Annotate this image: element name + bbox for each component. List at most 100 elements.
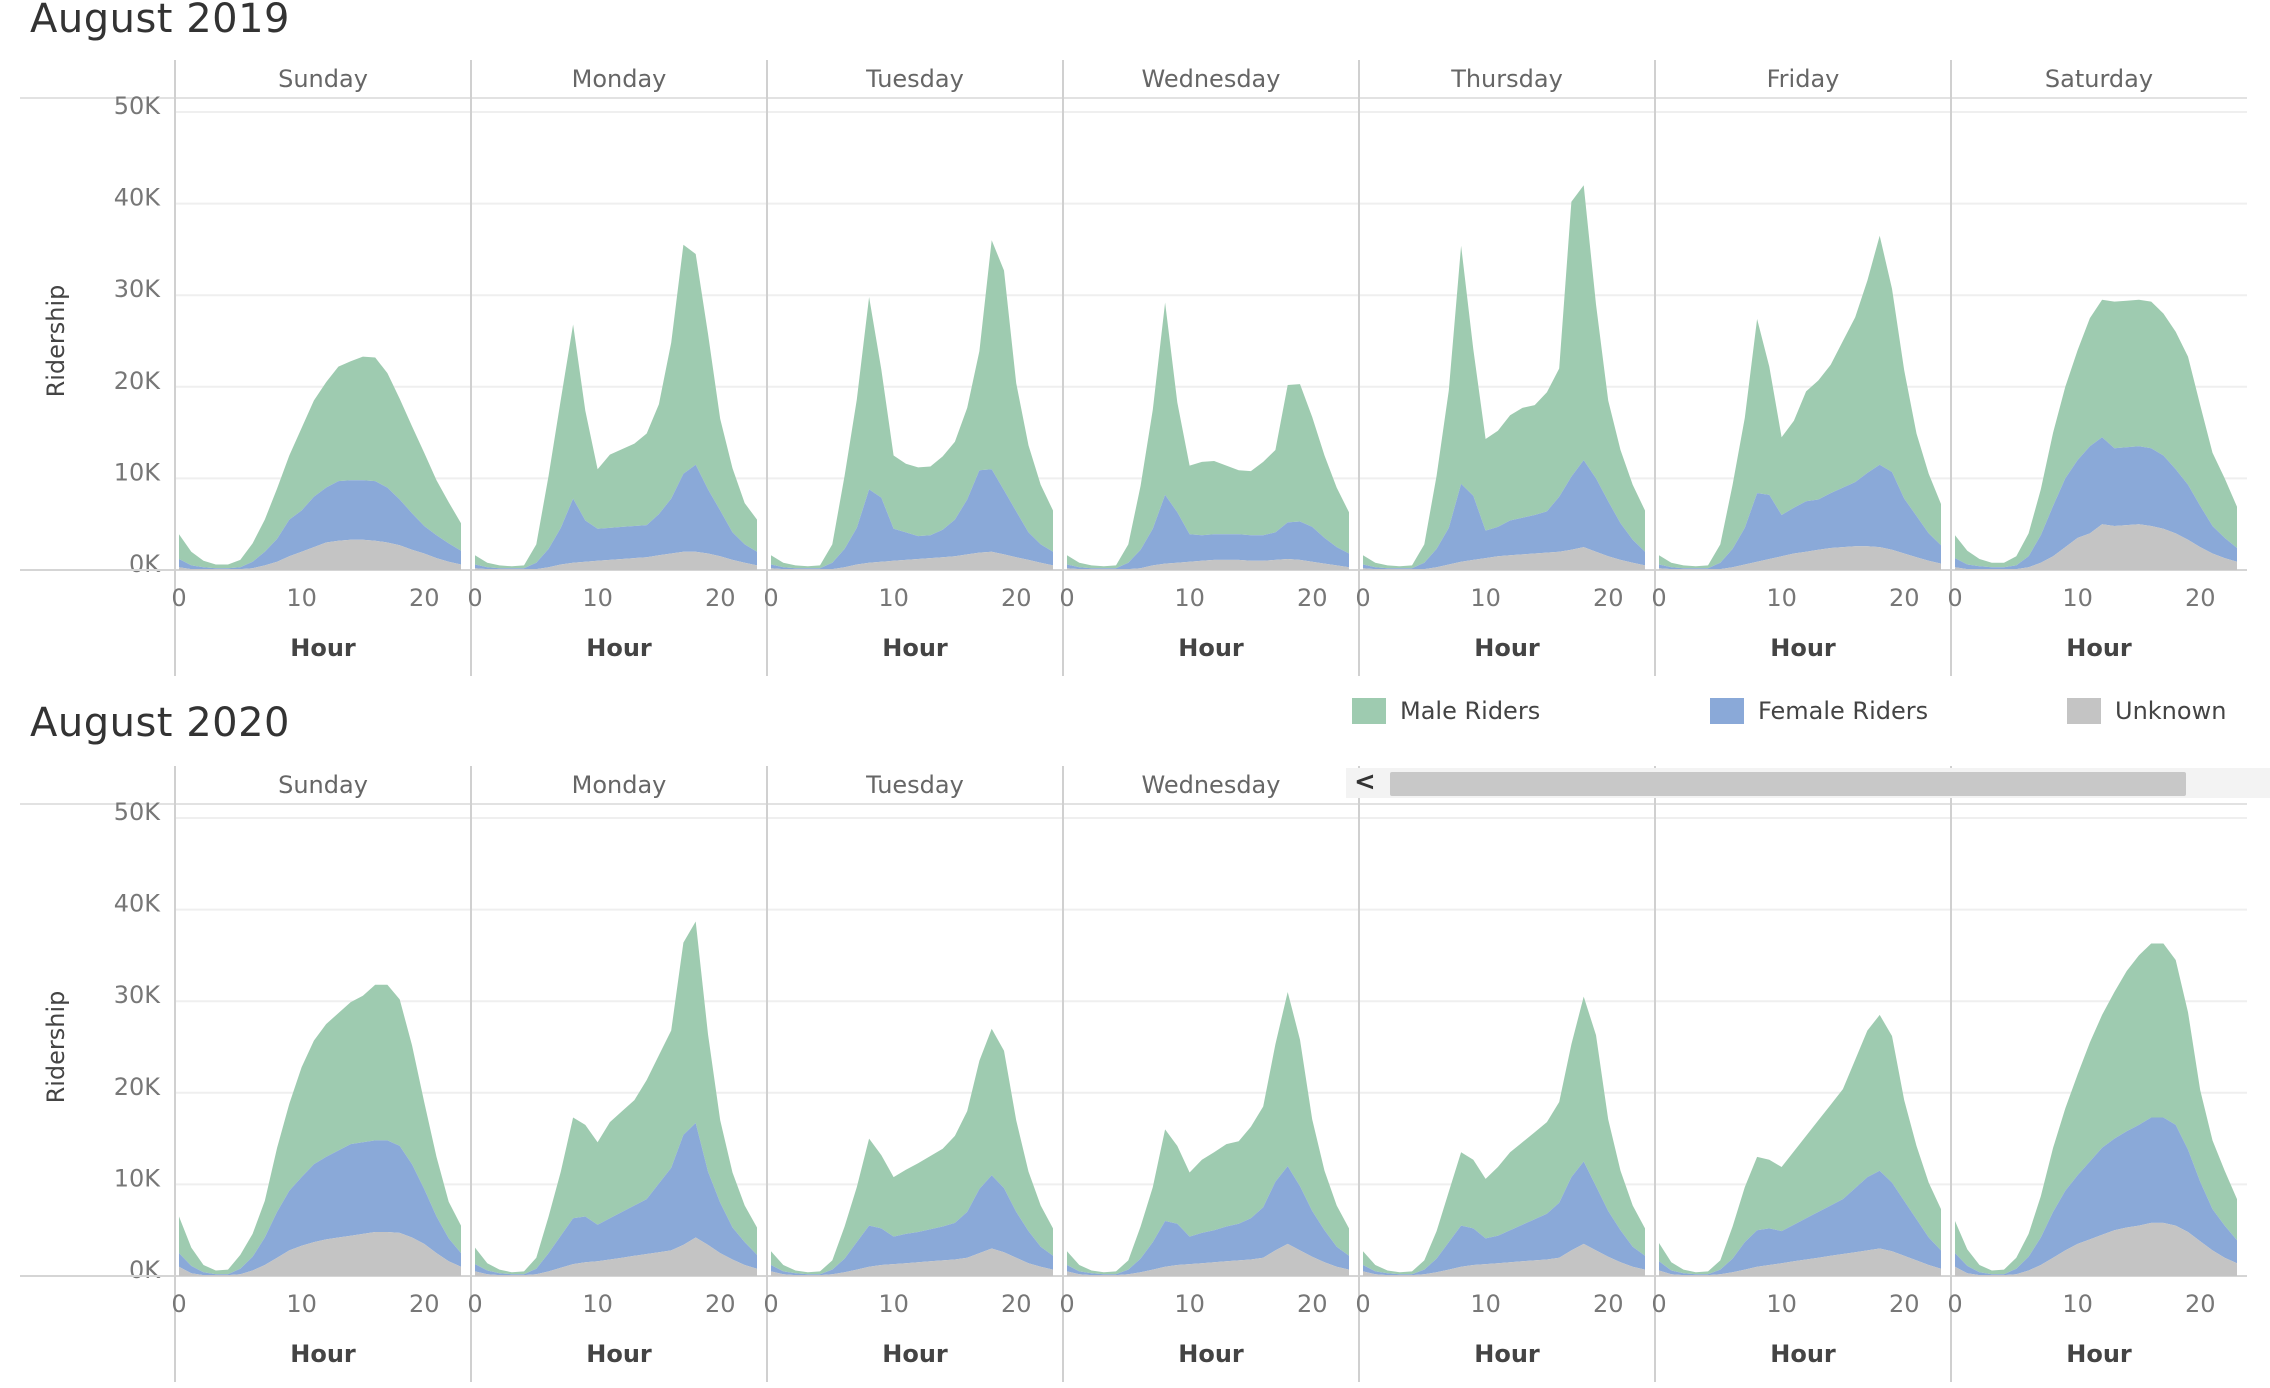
x-tick-label: 20 — [2185, 584, 2216, 612]
area-female — [771, 1175, 1053, 1276]
x-tick-label: 0 — [1355, 1290, 1370, 1318]
x-tick-label: 10 — [878, 1290, 909, 1318]
x-tick-label: 0 — [1355, 584, 1370, 612]
x-tick-label: 20 — [409, 1290, 440, 1318]
x-tick-label: 10 — [1470, 1290, 1501, 1318]
x-tick-label: 0 — [763, 584, 778, 612]
x-tick-label: 20 — [1001, 1290, 1032, 1318]
y-tick-label: 0K — [129, 550, 161, 578]
panel-wednesday: Wednesday 0 10 20 Hour — [1059, 60, 1349, 676]
y-tick-label: 10K — [114, 1164, 162, 1192]
area-male — [475, 921, 757, 1275]
area-unknown — [1363, 1243, 1645, 1276]
chart-title-2020: August 2020 — [30, 700, 290, 746]
chart-grid-2020: 0K 10K 20K 30K 40K 50K Ridership Sunday 0 10 20 Hou… — [20, 766, 2247, 1382]
area-male — [771, 240, 1053, 569]
area-male — [475, 244, 757, 569]
area-female — [1955, 1117, 2237, 1276]
x-tick-label: 10 — [1470, 584, 1501, 612]
legend-item-male[interactable]: Male Riders — [1352, 694, 1540, 728]
y-tick-label: 20K — [114, 1073, 162, 1101]
x-tick-label: 10 — [1174, 584, 1205, 612]
day-header: Friday — [1767, 65, 1840, 93]
area-female — [1955, 437, 2237, 570]
x-axis-label: Hour — [1770, 1340, 1836, 1368]
scrollbar-thumb[interactable] — [1390, 772, 2186, 796]
area-unknown — [475, 551, 757, 570]
y-tick-label: 20K — [114, 367, 162, 395]
area-male — [771, 1028, 1053, 1275]
x-tick-label: 10 — [2062, 1290, 2093, 1318]
panel-wednesday: Wednesday 0 10 20 Hour — [1059, 766, 1349, 1382]
area-unknown — [1955, 524, 2237, 570]
legend-label-male: Male Riders — [1400, 697, 1541, 725]
day-header: Monday — [572, 771, 667, 799]
x-tick-label: 20 — [1297, 1290, 1328, 1318]
x-tick-label: 0 — [171, 584, 186, 612]
scroll-left-icon[interactable]: < — [1354, 767, 1376, 797]
day-header: Sunday — [278, 771, 368, 799]
legend-swatch-male — [1352, 698, 1386, 724]
day-header: Wednesday — [1142, 65, 1281, 93]
x-tick-label: 10 — [286, 1290, 317, 1318]
legend-label-female: Female Riders — [1758, 697, 1929, 725]
x-axis-label: Hour — [586, 1340, 652, 1368]
x-tick-label: 10 — [1174, 1290, 1205, 1318]
x-axis-label: Hour — [586, 634, 652, 662]
y-axis-label: Ridership — [42, 285, 70, 398]
x-tick-label: 10 — [878, 584, 909, 612]
area-female — [1067, 1166, 1349, 1276]
x-tick-label: 0 — [1947, 584, 1962, 612]
area-female — [179, 1140, 461, 1276]
x-tick-label: 0 — [467, 1290, 482, 1318]
area-female — [475, 1123, 757, 1276]
panel-monday: Monday 0 10 20 Hour — [467, 60, 757, 676]
area-female — [771, 469, 1053, 570]
panel-sunday: Sunday 0 10 20 Hour — [171, 60, 461, 676]
area-unknown — [1067, 559, 1349, 570]
x-tick-label: 10 — [582, 584, 613, 612]
panel-tuesday: Tuesday 0 10 20 Hour — [763, 60, 1053, 676]
area-female — [179, 480, 461, 570]
day-header: Monday — [572, 65, 667, 93]
x-tick-label: 10 — [1766, 1290, 1797, 1318]
x-tick-label: 0 — [467, 584, 482, 612]
x-axis-label: Hour — [2066, 634, 2132, 662]
area-female — [1363, 460, 1645, 570]
x-tick-label: 20 — [409, 584, 440, 612]
x-tick-label: 20 — [1001, 584, 1032, 612]
y-tick-label: 40K — [114, 890, 162, 918]
x-tick-label: 10 — [1766, 584, 1797, 612]
y-tick-label: 50K — [114, 798, 162, 826]
x-tick-label: 20 — [2185, 1290, 2216, 1318]
x-tick-label: 20 — [705, 584, 736, 612]
area-male — [1067, 992, 1349, 1275]
area-male — [1363, 996, 1645, 1275]
panel-sunday: Sunday 0 10 20 Hour — [171, 766, 461, 1382]
legend-item-unknown[interactable]: Unknown — [2067, 694, 2226, 728]
x-tick-label: 0 — [1651, 584, 1666, 612]
legend-label-unknown: Unknown — [2115, 697, 2227, 725]
area-unknown — [179, 1232, 461, 1276]
day-header: Sunday — [278, 65, 368, 93]
y-axis-label: Ridership — [42, 991, 70, 1104]
horizontal-scrollbar[interactable]: < — [1346, 767, 2270, 798]
y-tick-label: 30K — [114, 981, 162, 1009]
area-male — [1955, 299, 2237, 568]
x-axis-label: Hour — [1770, 634, 1836, 662]
x-tick-label: 10 — [582, 1290, 613, 1318]
x-tick-label: 0 — [1947, 1290, 1962, 1318]
area-unknown — [1363, 547, 1645, 570]
legend-item-female[interactable]: Female Riders — [1710, 694, 1928, 728]
x-axis-label: Hour — [2066, 1340, 2132, 1368]
x-axis-label: Hour — [1474, 1340, 1540, 1368]
area-unknown — [771, 551, 1053, 570]
x-tick-label: 0 — [1059, 584, 1074, 612]
area-male — [1363, 185, 1645, 569]
x-tick-label: 20 — [1889, 1290, 1920, 1318]
area-unknown — [771, 1248, 1053, 1276]
